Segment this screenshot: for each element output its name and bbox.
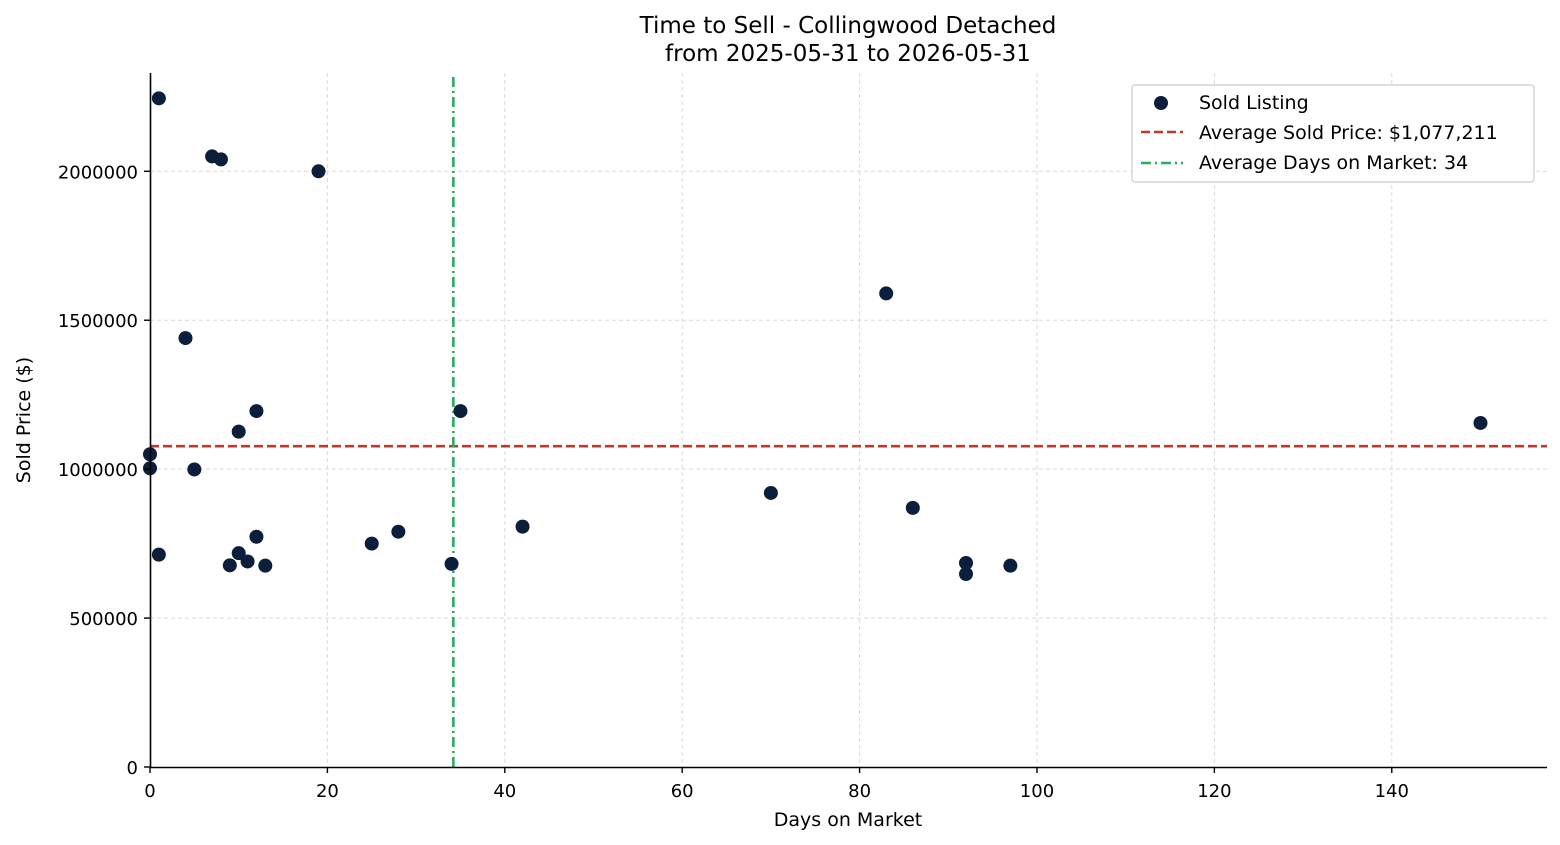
data-point <box>453 404 468 419</box>
x-axis-label: Days on Market <box>774 809 922 831</box>
data-point <box>187 462 202 477</box>
ticks: 0 20 40 60 80 100 120 140 0 500000 1000000 1500000 2… <box>58 162 1409 802</box>
data-point <box>249 404 264 419</box>
data-point <box>249 529 264 544</box>
data-point <box>240 554 255 569</box>
data-point <box>763 485 778 500</box>
data-point <box>258 558 273 573</box>
legend-label-sold-listing: Sold Listing <box>1199 92 1309 114</box>
data-point <box>515 519 530 534</box>
data-point <box>444 556 459 571</box>
legend-marker-sold-listing <box>1154 96 1168 110</box>
data-point <box>959 555 974 570</box>
y-tick-label: 2000000 <box>58 162 138 183</box>
y-tick-label: 1500000 <box>58 311 138 332</box>
x-tick-label: 20 <box>316 781 339 802</box>
data-point <box>213 152 228 167</box>
data-point <box>1003 558 1018 573</box>
chart-title: Time to Sell - Collingwood Detached <box>639 13 1057 39</box>
data-point <box>1473 415 1488 430</box>
reference-lines <box>150 77 1547 767</box>
x-tick-label: 60 <box>671 781 694 802</box>
data-point <box>231 424 246 439</box>
y-tick-label: 1000000 <box>58 460 138 481</box>
y-tick-label: 0 <box>127 758 138 779</box>
data-points <box>143 91 1488 581</box>
data-point <box>879 286 894 301</box>
x-tick-label: 40 <box>493 781 516 802</box>
data-point <box>905 500 920 515</box>
data-point <box>151 547 166 562</box>
x-tick-label: 100 <box>1020 781 1054 802</box>
x-tick-label: 80 <box>848 781 871 802</box>
data-point <box>222 558 237 573</box>
data-point <box>391 524 406 539</box>
legend-frame <box>1131 84 1535 183</box>
data-point <box>151 91 166 106</box>
data-point <box>231 546 246 561</box>
x-tick-label: 0 <box>144 781 155 802</box>
chart-subtitle: from 2025-05-31 to 2026-05-31 <box>665 41 1031 67</box>
grid <box>150 73 1547 767</box>
axes <box>149 73 1547 769</box>
data-point <box>311 164 326 179</box>
data-point <box>959 566 974 581</box>
y-axis-label: Sold Price ($) <box>13 357 35 483</box>
legend: Sold Listing Average Sold Price: $1,077,… <box>1131 84 1535 183</box>
y-tick-label: 500000 <box>69 609 138 630</box>
x-tick-label: 140 <box>1375 781 1409 802</box>
legend-label-average-price: Average Sold Price: $1,077,211 <box>1199 122 1498 144</box>
legend-label-average-days: Average Days on Market: 34 <box>1199 152 1468 174</box>
x-tick-label: 120 <box>1197 781 1231 802</box>
data-point <box>364 536 379 551</box>
data-point <box>178 331 193 346</box>
